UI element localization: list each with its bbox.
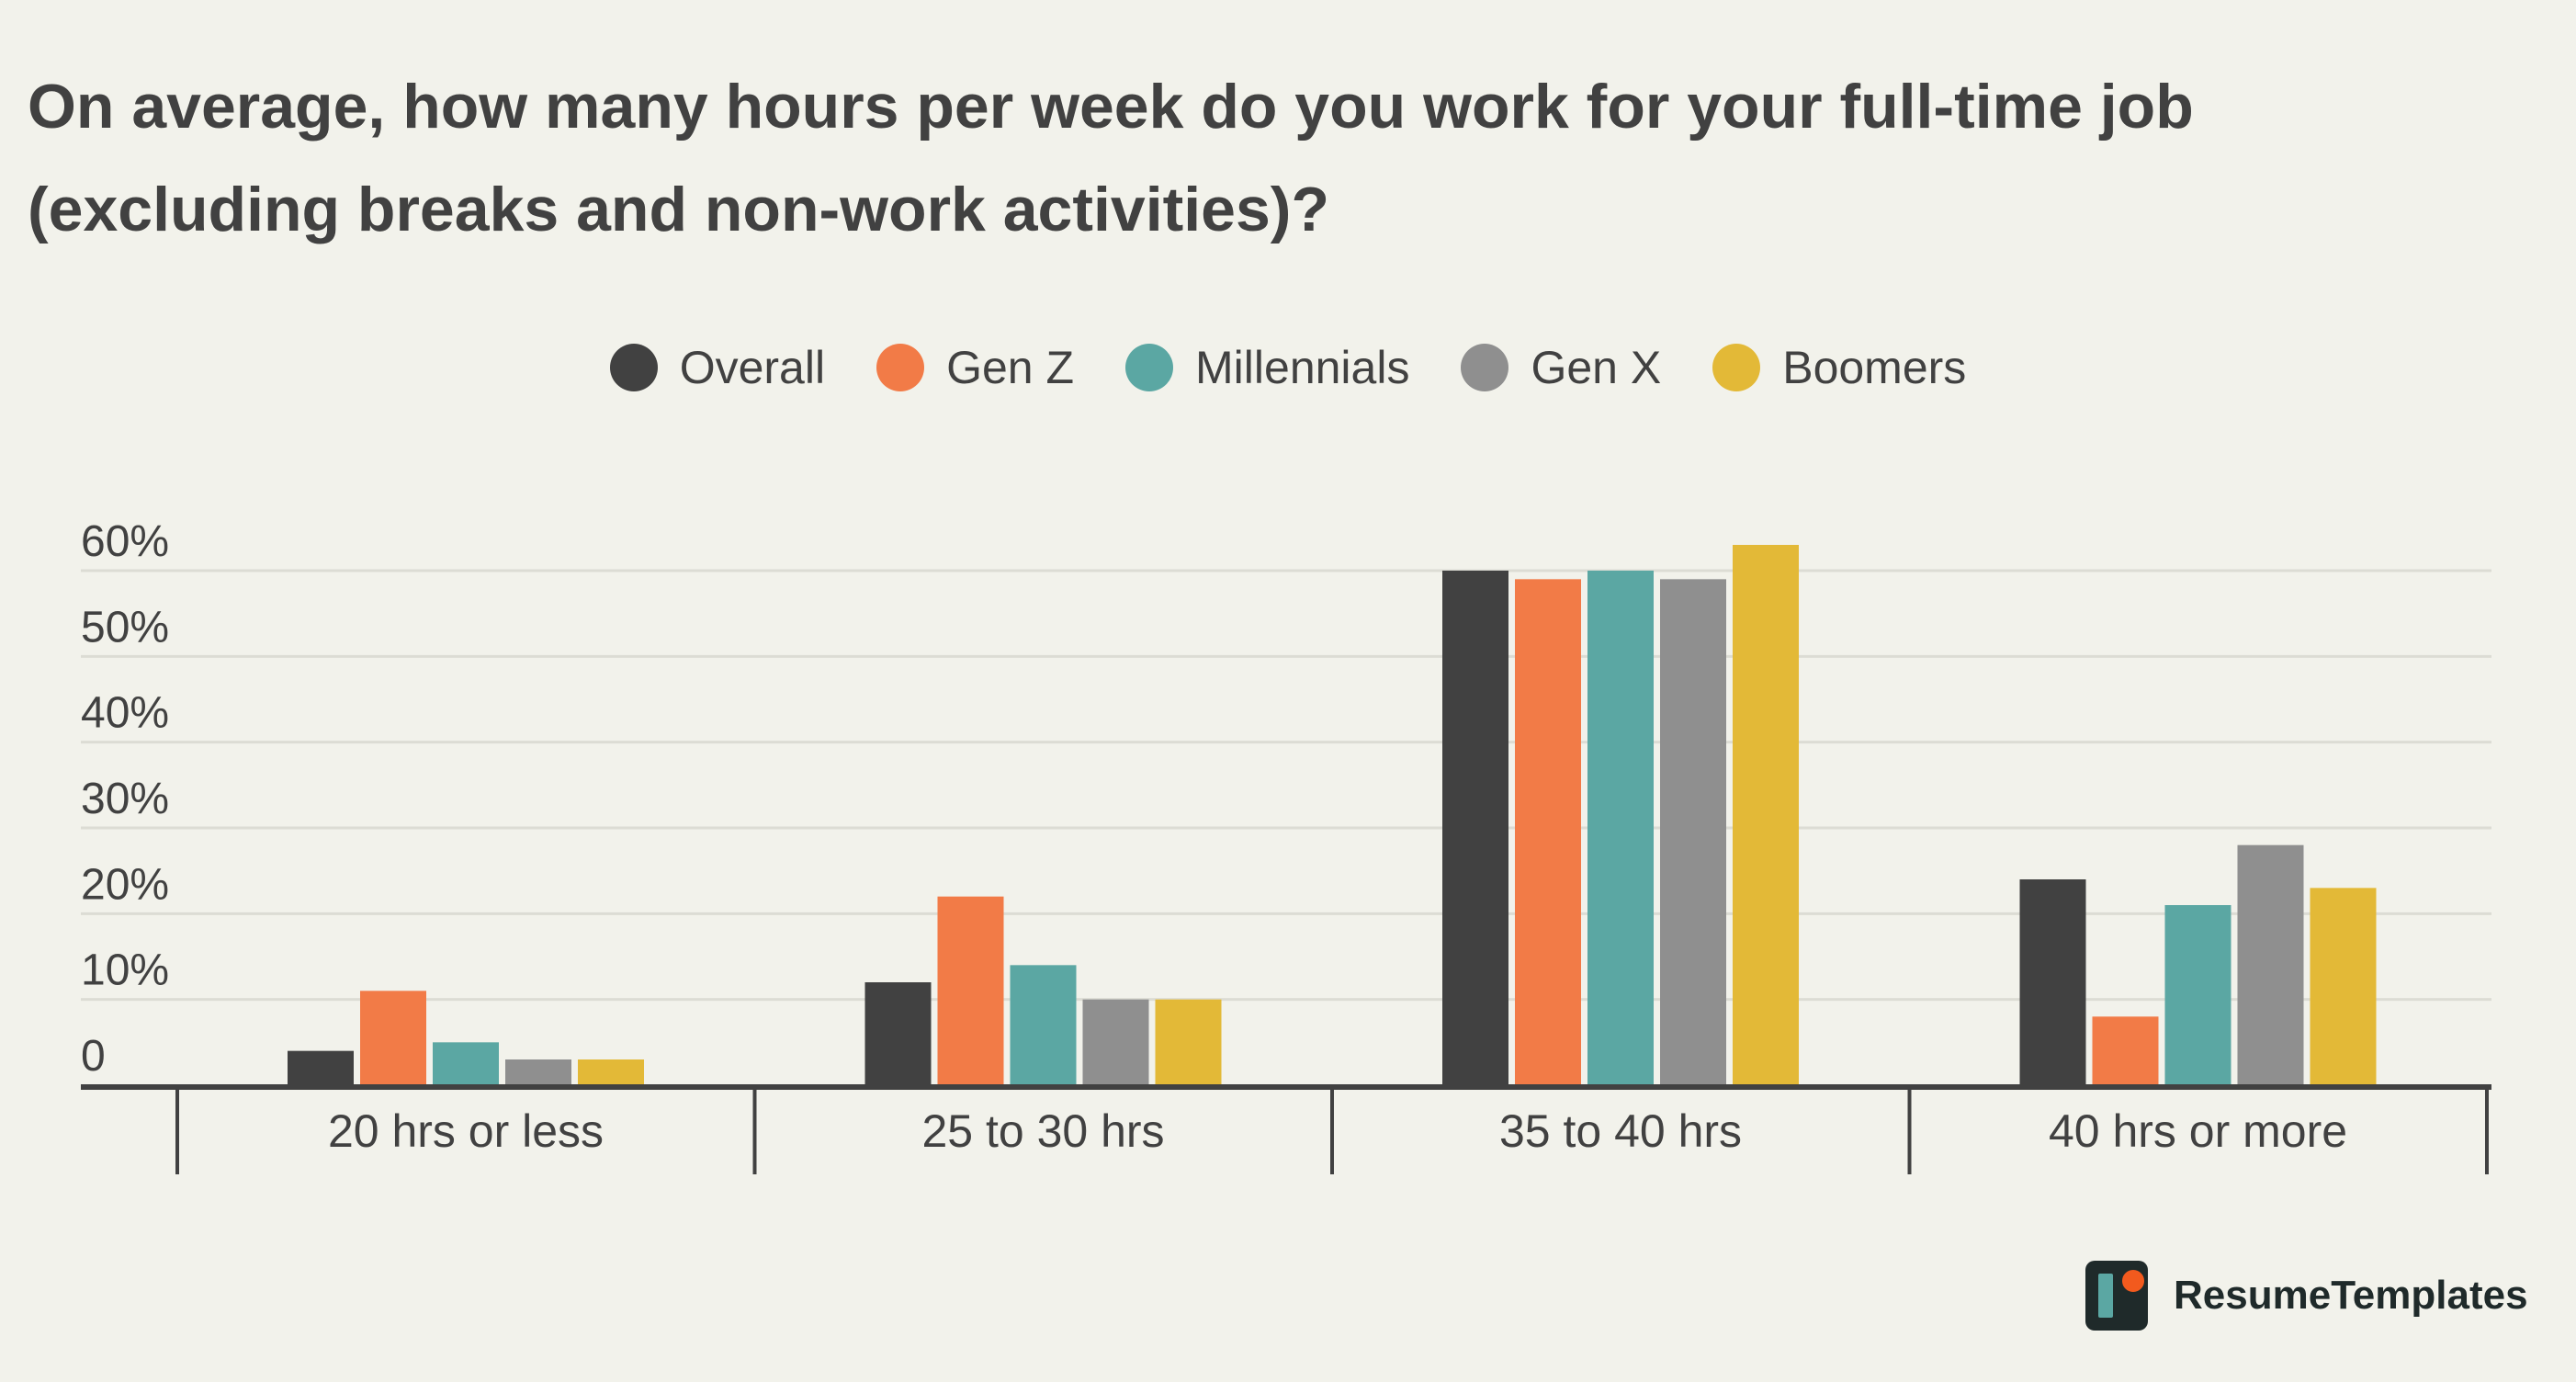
legend-item-gen-x: Gen X [1461, 341, 1661, 394]
brand-logo-icon [2085, 1261, 2148, 1331]
bar-gen-x-0 [505, 1059, 571, 1085]
legend-label-boomers: Boomers [1782, 342, 1967, 393]
legend-item-gen-z: Gen Z [876, 341, 1074, 394]
x-tick-label-0: 20 hrs or less [328, 1105, 604, 1157]
y-tick-label-0: 0 [81, 1032, 106, 1081]
y-tick-label-50: 50% [81, 603, 169, 651]
legend-swatch-boomers [1712, 344, 1761, 391]
bar-gen-x-2 [1660, 579, 1726, 1085]
legend-swatch-overall [609, 344, 658, 391]
x-tick-label-3: 40 hrs or more [2049, 1105, 2347, 1157]
bar-millennials-1 [1010, 965, 1077, 1085]
y-tick-label-30: 30% [81, 775, 169, 823]
legend-item-boomers: Boomers [1712, 341, 1966, 394]
legend-swatch-millennials [1125, 344, 1174, 391]
legend-label-gen-z: Gen Z [946, 342, 1075, 393]
bar-overall-2 [1442, 571, 1508, 1085]
y-tick-label-20: 20% [81, 860, 169, 909]
legend-swatch-gen-z [876, 344, 925, 391]
y-tick-label-40: 40% [81, 689, 169, 738]
x-tick-label-1: 25 to 30 hrs [921, 1105, 1164, 1157]
bar-overall-0 [288, 1050, 354, 1085]
legend: Overall Gen Z Millennials Gen X Boomers [0, 331, 2576, 404]
bar-boomers-0 [578, 1059, 644, 1085]
legend-label-gen-x: Gen X [1531, 342, 1662, 393]
bar-gen-z-2 [1515, 579, 1581, 1085]
bar-gen-z-0 [360, 991, 426, 1085]
legend-label-millennials: Millennials [1195, 342, 1410, 393]
x-tick-label-2: 35 to 40 hrs [1499, 1105, 1742, 1157]
bar-millennials-2 [1587, 571, 1654, 1085]
bar-overall-1 [864, 982, 932, 1085]
bar-boomers-2 [1733, 545, 1799, 1085]
bar-millennials-3 [2164, 905, 2231, 1085]
legend-swatch-gen-x [1461, 344, 1509, 391]
legend-item-overall: Overall [609, 341, 826, 394]
bar-gen-x-1 [1082, 999, 1149, 1085]
bar-boomers-3 [2310, 888, 2377, 1085]
bar-overall-3 [2019, 879, 2086, 1085]
brand: ResumeTemplates [2085, 1261, 2528, 1331]
bar-gen-x-3 [2237, 844, 2304, 1085]
y-tick-label-10: 10% [81, 946, 169, 995]
y-tick-label-60: 60% [81, 517, 169, 566]
chart-title: On average, how many hours per week do y… [28, 72, 2194, 244]
legend-item-millennials: Millennials [1125, 341, 1409, 394]
bar-gen-z-1 [937, 896, 1004, 1085]
bar-millennials-0 [433, 1042, 499, 1085]
bar-boomers-1 [1155, 999, 1222, 1085]
legend-label-overall: Overall [679, 342, 826, 393]
brand-name: ResumeTemplates [2174, 1273, 2528, 1318]
bar-gen-z-3 [2092, 1016, 2159, 1085]
